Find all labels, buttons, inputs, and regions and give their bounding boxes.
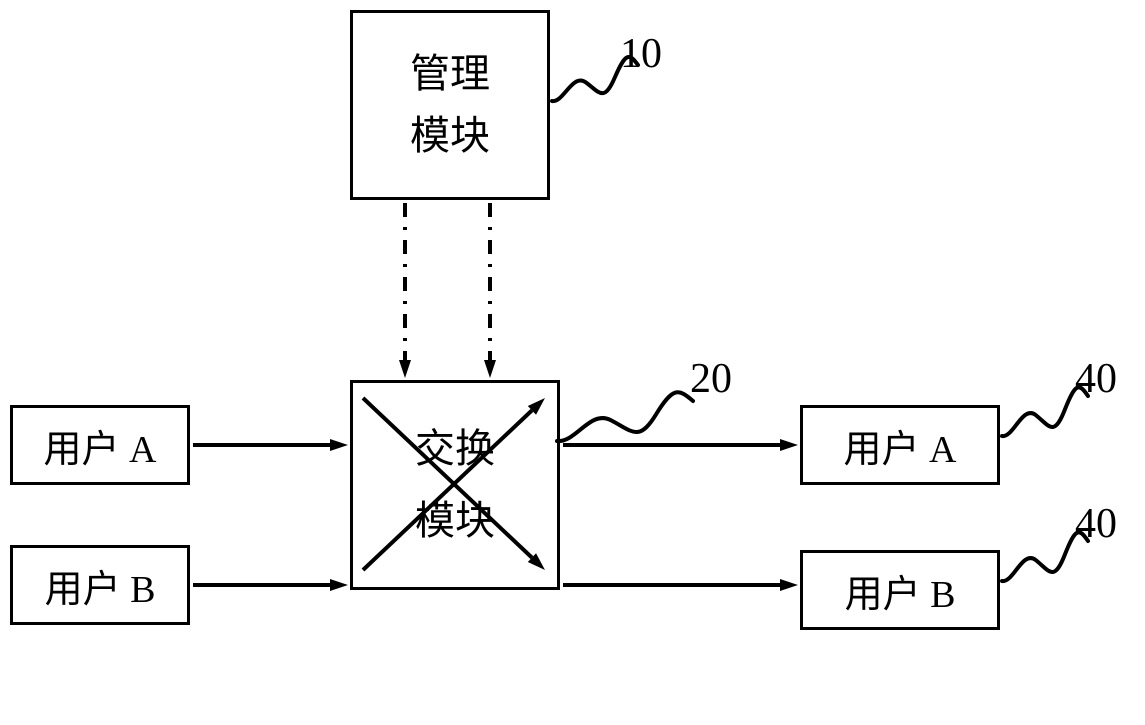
swap-module-line1: 交换 <box>415 413 495 485</box>
user-b-left-box: 用户 B <box>10 545 190 625</box>
management-module-box: 管理 模块 <box>350 10 550 200</box>
swap-module-line2: 模块 <box>415 485 495 557</box>
ref-label-20: 20 <box>690 355 732 403</box>
management-module-label: 管理 模块 <box>410 43 490 167</box>
leader-squiggle-40-a <box>1000 385 1090 440</box>
management-module-line1: 管理 <box>410 43 490 105</box>
user-b-right-box: 用户 B <box>800 550 1000 630</box>
user-b-right-label: 用户 B <box>845 563 956 618</box>
user-b-left-label: 用户 B <box>45 558 156 613</box>
diagram-canvas: 管理 模块 10 交换 模块 20 用户 A 用户 B 用户 A 40 用户 B… <box>0 0 1145 725</box>
user-a-right-box: 用户 A <box>800 405 1000 485</box>
leader-squiggle-20 <box>555 390 695 445</box>
user-a-left-box: 用户 A <box>10 405 190 485</box>
user-a-left-label: 用户 A <box>44 418 157 473</box>
leader-squiggle-40-b <box>1000 530 1090 585</box>
swap-module-box: 交换 模块 <box>350 380 560 590</box>
user-a-right-label: 用户 A <box>844 418 957 473</box>
swap-module-label: 交换 模块 <box>415 413 495 557</box>
management-module-line2: 模块 <box>410 105 490 167</box>
leader-squiggle-10 <box>550 55 640 105</box>
